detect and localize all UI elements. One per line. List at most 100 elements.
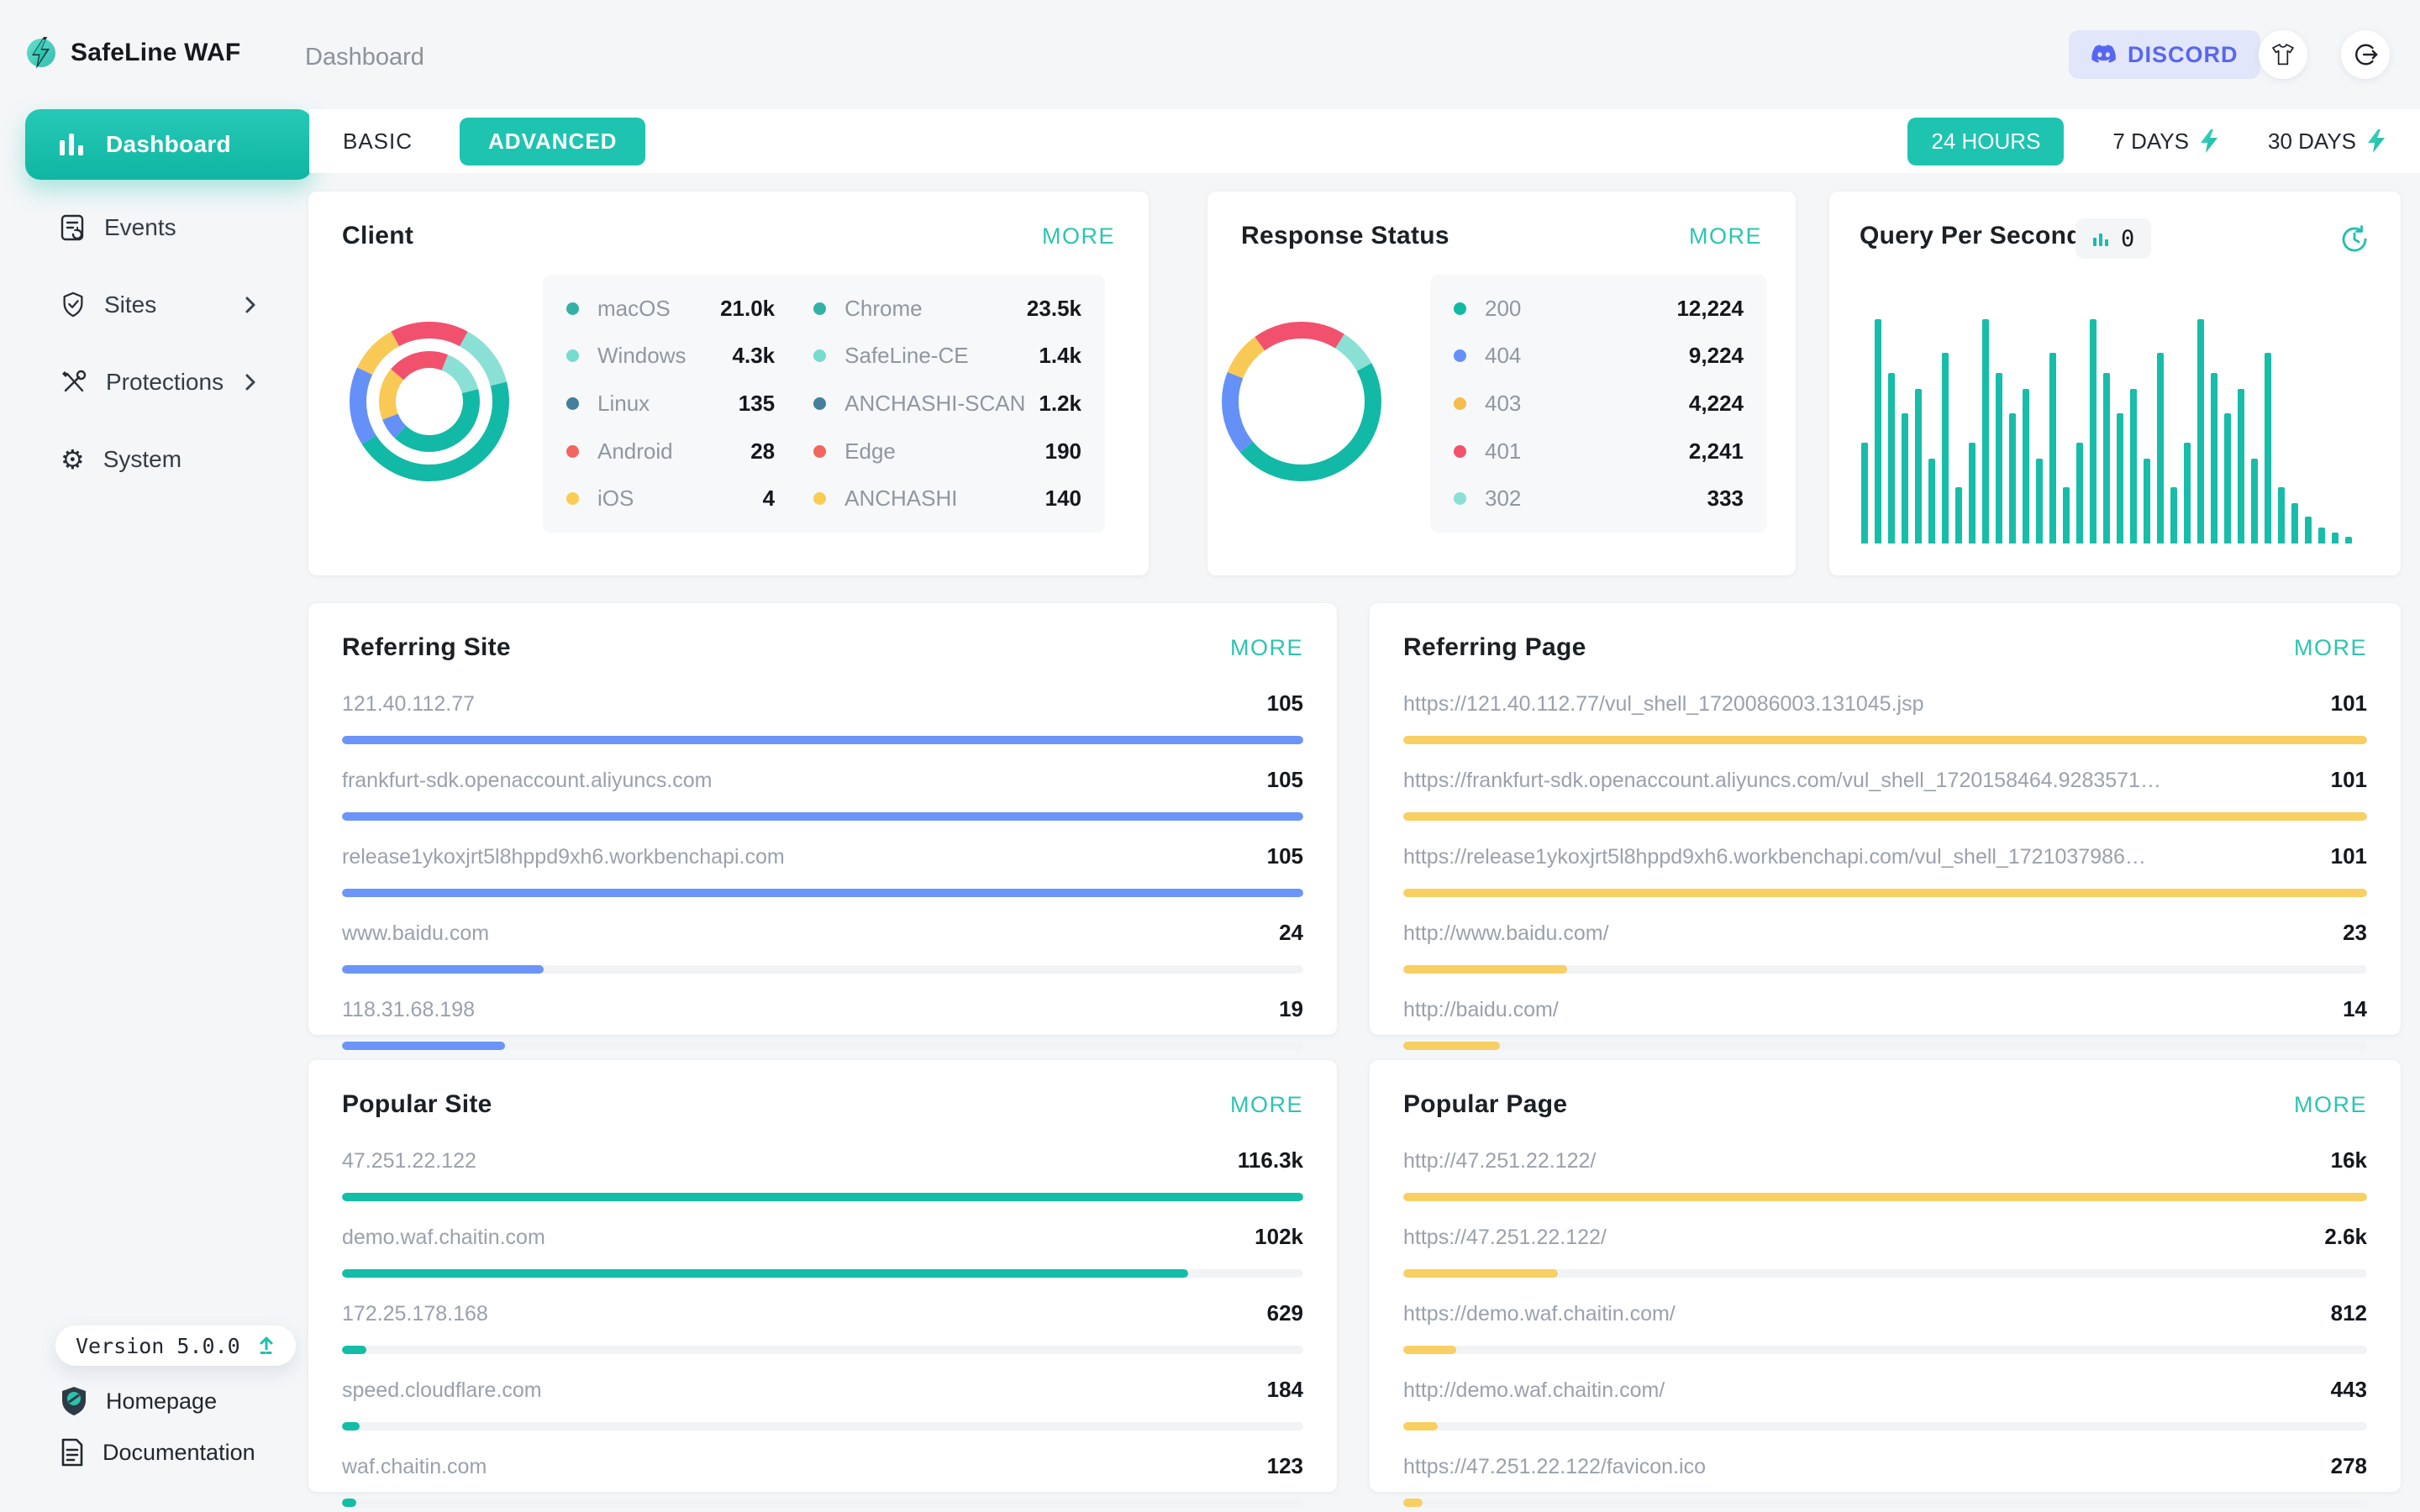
- list-item: https://47.251.22.122/2.6k: [1403, 1224, 2367, 1278]
- progress-track: [1403, 1499, 2367, 1507]
- sidebar-item-events[interactable]: Events: [0, 200, 309, 255]
- sidebar-item-label: Events: [104, 214, 176, 240]
- list-item: demo.waf.chaitin.com 102k: [342, 1224, 1303, 1278]
- progress-track: [1403, 736, 2367, 744]
- range-24-hours[interactable]: 24 HOURS: [1907, 117, 2065, 165]
- response-status-donut-chart: [1222, 322, 1381, 481]
- bar-chart-icon: [59, 133, 84, 156]
- progress-track: [342, 1042, 1303, 1050]
- legend-value: 4.3k: [732, 343, 776, 369]
- theme-button[interactable]: [2259, 30, 2307, 79]
- gear-icon: ⚙: [60, 444, 85, 475]
- homepage-link[interactable]: Homepage: [60, 1386, 217, 1416]
- qps-bar: [2211, 373, 2217, 543]
- progress-track: [342, 1269, 1303, 1278]
- donut-segment: [1222, 322, 1381, 481]
- donut-segment: [379, 351, 480, 452]
- progress-track: [1403, 1269, 2367, 1278]
- list-item-value: 101: [2330, 843, 2367, 869]
- list-item-label: 121.40.112.77: [342, 692, 476, 716]
- referring-page-list: https://121.40.112.77/vul_shell_17200860…: [1403, 690, 2367, 1073]
- list-item-label: demo.waf.chaitin.com: [342, 1226, 545, 1249]
- qps-bar: [1915, 389, 1922, 543]
- sidebar-item-sites[interactable]: Sites: [0, 277, 309, 333]
- more-link[interactable]: MORE: [1230, 1091, 1303, 1117]
- popular-page-card: Popular Page MORE http://47.251.22.122/1…: [1370, 1060, 2401, 1507]
- qps-bar: [2036, 459, 2043, 543]
- range-7-days[interactable]: 7 DAYS: [2112, 129, 2219, 155]
- legend-label: iOS: [597, 486, 634, 512]
- response-status-card: Response Status MORE 200 12,224 404 9,224 40…: [1207, 192, 1796, 575]
- legend-dot: [1454, 492, 1466, 506]
- qps-bar: [1888, 373, 1895, 543]
- legend-dot: [566, 492, 579, 506]
- legend-dot: [566, 302, 579, 315]
- legend-dot: [566, 349, 579, 363]
- progress-track: [1403, 1422, 2367, 1431]
- qps-bar: [2184, 443, 2191, 543]
- more-link[interactable]: MORE: [2294, 634, 2367, 660]
- popular-site-list: 47.251.22.122 116.3k demo.waf.chaitin.com 1…: [342, 1147, 1303, 1512]
- documentation-link[interactable]: Documentation: [60, 1438, 255, 1467]
- legend-value: 12,224: [1676, 295, 1744, 321]
- legend-dot: [813, 444, 827, 458]
- legend-dot: [813, 302, 827, 315]
- list-item-value: 102k: [1255, 1224, 1303, 1249]
- progress-track: [342, 965, 1303, 974]
- legend-value: 4,224: [1688, 390, 1744, 416]
- list-item-value: 101: [2330, 690, 2367, 716]
- list-item-value: 23: [2343, 920, 2367, 945]
- list-item-value: 123: [1266, 1453, 1303, 1478]
- sidebar-item-protections[interactable]: Protections: [0, 354, 309, 410]
- progress-track: [342, 889, 1303, 897]
- card-title: Referring Page: [1403, 633, 1586, 661]
- range-30-days[interactable]: 30 DAYS: [2268, 129, 2386, 155]
- qps-bar: [2197, 319, 2204, 543]
- legend-dot: [1454, 396, 1466, 410]
- sidebar-item-dashboard[interactable]: Dashboard: [25, 109, 313, 180]
- range-30-days-label: 30 DAYS: [2267, 128, 2356, 154]
- progress-fill: [342, 736, 1303, 744]
- more-link[interactable]: MORE: [1689, 223, 1762, 249]
- list-item: https://121.40.112.77/vul_shell_17200860…: [1403, 690, 2367, 744]
- list-item-value: 24: [1279, 920, 1303, 945]
- list-item: http://www.baidu.com/23: [1403, 920, 2367, 974]
- qps-bar: [2009, 413, 2016, 543]
- list-item: https://frankfurt-sdk.openaccount.aliyun…: [1403, 767, 2367, 821]
- discord-button[interactable]: DISCORD: [2069, 30, 2260, 79]
- more-link[interactable]: MORE: [1042, 223, 1115, 249]
- card-title: Referring Site: [342, 633, 511, 661]
- more-link[interactable]: MORE: [1230, 634, 1303, 660]
- legend-item: macOS 21.0k: [566, 285, 775, 332]
- donut-segment: [350, 322, 509, 481]
- list-item-label: https://frankfurt-sdk.openaccount.aliyun…: [1403, 769, 2161, 792]
- pro-bolt-icon: [2200, 129, 2217, 153]
- progress-fill: [342, 812, 1303, 821]
- qps-bar: [1861, 443, 1868, 543]
- more-link[interactable]: MORE: [2294, 1091, 2367, 1117]
- sidebar-item-system[interactable]: ⚙ System: [0, 432, 309, 487]
- update-arrow-icon[interactable]: [257, 1335, 276, 1357]
- legend-label: Chrome: [844, 295, 923, 321]
- legend-dot: [813, 396, 827, 410]
- progress-fill: [1403, 1193, 2367, 1201]
- logout-button[interactable]: [2341, 30, 2390, 79]
- progress-fill: [342, 1499, 357, 1507]
- client-legend: macOS 21.0k Windows 4.3k Linux 135 Android 28 iO…: [543, 275, 1105, 533]
- qps-bar: [2224, 413, 2231, 543]
- tab-advanced[interactable]: ADVANCED: [460, 117, 646, 165]
- pro-bolt-icon: [2368, 129, 2385, 153]
- progress-fill: [342, 1346, 366, 1354]
- homepage-shield-icon: [60, 1386, 87, 1416]
- progress-fill: [342, 1193, 1303, 1201]
- history-icon[interactable]: [2338, 223, 2370, 255]
- legend-label: 404: [1485, 343, 1522, 369]
- list-item-value: 105: [1266, 690, 1303, 716]
- list-item-label: http://47.251.22.122/: [1403, 1149, 1597, 1173]
- list-item-value: 2.6k: [2324, 1224, 2367, 1249]
- qps-bar: [2117, 413, 2123, 543]
- qps-bar: [1902, 413, 1908, 543]
- discord-icon: [2091, 45, 2116, 65]
- popular-page-list: http://47.251.22.122/16k https://47.251.2…: [1403, 1147, 2367, 1512]
- tab-basic[interactable]: BASIC: [343, 128, 413, 154]
